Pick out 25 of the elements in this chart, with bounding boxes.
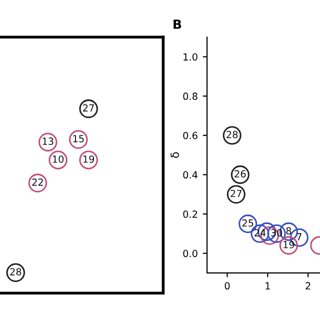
text: 15: [73, 135, 84, 142]
annotation: 25: [242, 219, 254, 227]
x-tick-label: 1: [266, 282, 270, 290]
text: 22: [32, 178, 43, 186]
text: 13: [42, 138, 54, 145]
text: 19: [83, 155, 94, 163]
text: 10: [52, 155, 64, 163]
annotation: 19: [284, 240, 294, 248]
annotation: 8: [286, 227, 292, 235]
y-tick-label: 1.0: [184, 53, 198, 61]
annotation: 7: [296, 233, 302, 240]
annotation: 28: [226, 130, 238, 138]
x-tick-label: 0: [224, 282, 230, 290]
text: 27: [83, 104, 94, 112]
y-tick-label: 0.0: [183, 250, 198, 258]
y-tick-label: 0.4: [183, 171, 198, 179]
y-tick-label: 0.6: [183, 132, 198, 140]
annotation: 27: [230, 190, 242, 198]
y-tick-label: 0.2: [183, 210, 198, 218]
x-tick-label: 2: [306, 282, 310, 290]
text: 28: [10, 268, 22, 276]
y-axis-title: δ: [170, 152, 180, 158]
chart-title: B: [174, 20, 182, 29]
annotation: 26: [234, 170, 246, 178]
y-tick-label: 0.8: [183, 92, 198, 100]
